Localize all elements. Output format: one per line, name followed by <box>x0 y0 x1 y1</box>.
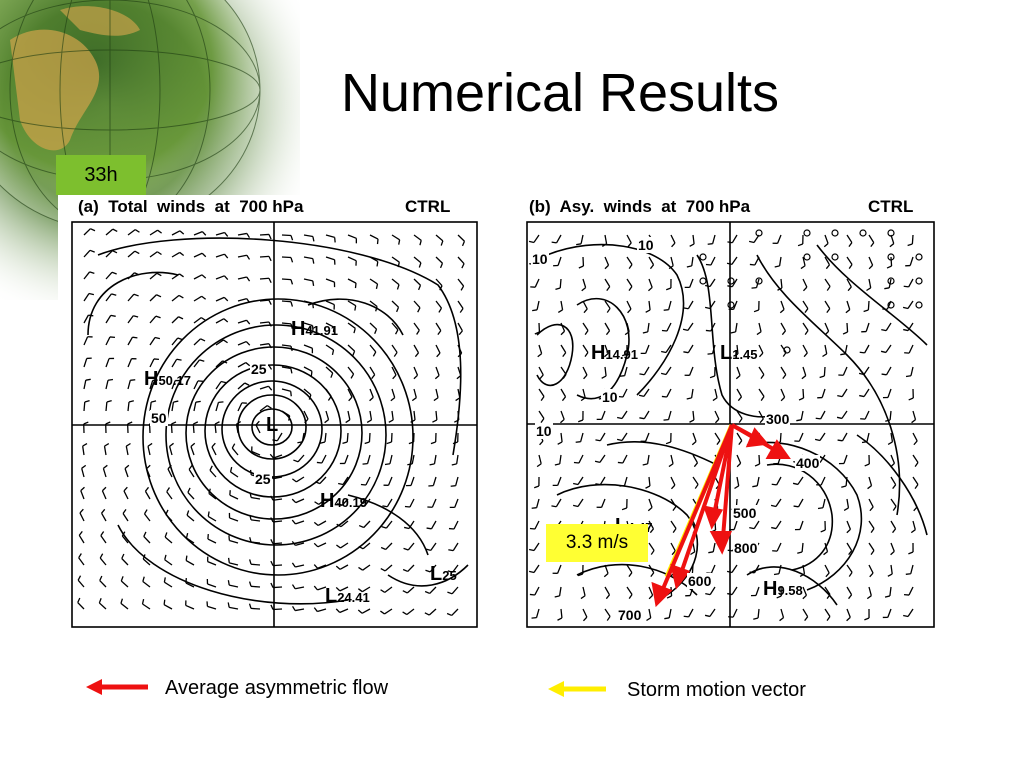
level-label-500: 500 <box>732 505 758 521</box>
level-label-600: 600 <box>687 573 713 589</box>
legend-storm-motion: Storm motion vector <box>627 679 806 701</box>
low-label-b1: L1.45 <box>720 342 758 364</box>
level-label-800: 800 <box>733 540 759 556</box>
panel-a-title: (a) Total winds at 700 hPa <box>78 197 304 216</box>
level-label-400: 400 <box>795 455 821 471</box>
contour-label: 50 <box>150 410 168 426</box>
legend-asymmetric-flow: Average asymmetric flow <box>165 677 389 699</box>
high-label-a1: H41.91 <box>291 318 338 340</box>
panel-a-plot <box>71 221 478 628</box>
level-label-700: 700 <box>617 607 643 623</box>
storm-motion-arrow-icon <box>548 681 606 697</box>
center-low-label: L <box>266 414 279 436</box>
time-tag: 33h <box>56 155 146 195</box>
panel-a-run: CTRL <box>405 197 451 216</box>
contour-label: 25 <box>250 361 268 377</box>
contour-label: 10 <box>601 389 619 405</box>
panel-total-winds: (a) Total winds at 700 hPa CTRL H41.91 H… <box>58 195 478 635</box>
asymmetric-flow-vectors <box>651 423 791 608</box>
panel-b-run: CTRL <box>868 197 914 216</box>
speed-scale-box: 3.3 m/s <box>546 524 648 562</box>
asymmetric-flow-arrow-icon <box>86 679 148 695</box>
panel-b-title: (b) Asy. winds at 700 hPa <box>529 197 751 216</box>
high-label-a3: H40.19 <box>320 490 367 512</box>
high-label-b1: H14.91 <box>591 342 638 364</box>
contour-label: 10 <box>535 423 553 439</box>
low-label-a2: L24.41 <box>325 585 370 607</box>
panel-asymmetric-winds: (b) Asy. winds at 700 hPa CTRL H14.91 L1… <box>517 195 937 635</box>
high-label-b2: H9.58 <box>763 578 803 600</box>
contour-label: 10 <box>637 237 655 253</box>
level-label-300: 300 <box>765 411 791 427</box>
contour-label: 10 <box>531 251 549 267</box>
slide-title: Numerical Results <box>340 63 780 123</box>
low-label-a3: L25 <box>430 563 457 585</box>
contour-label: 25 <box>254 471 272 487</box>
panel-b-plot <box>526 221 935 628</box>
high-label-a2: H50.17 <box>144 368 191 390</box>
